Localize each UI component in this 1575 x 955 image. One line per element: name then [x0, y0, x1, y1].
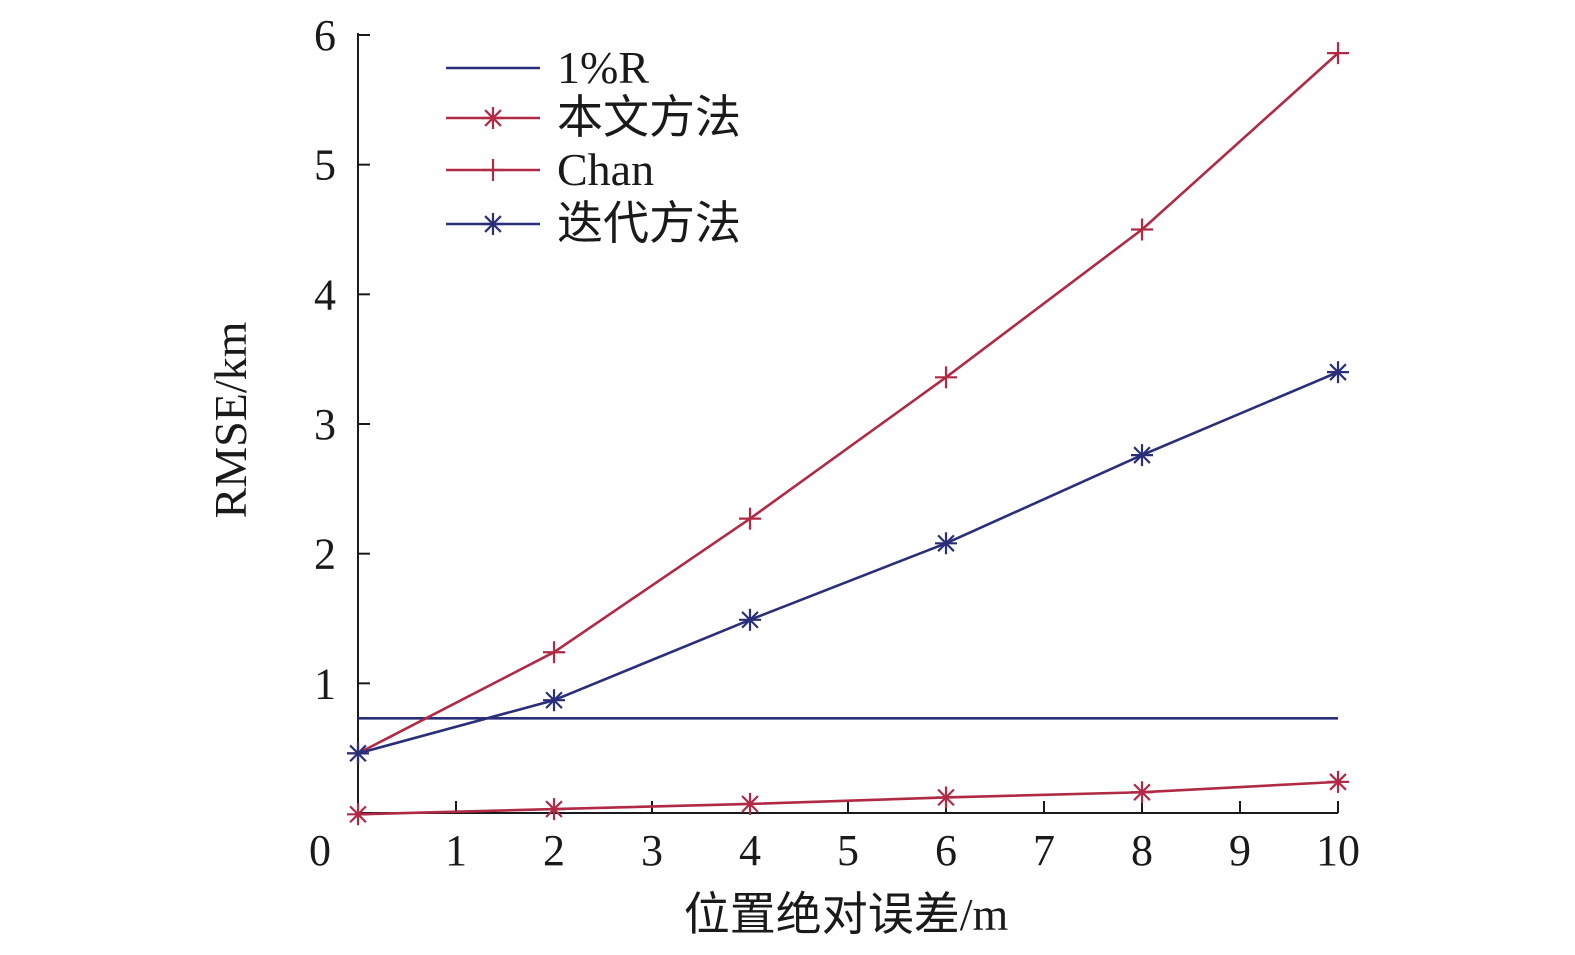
data-point: [739, 792, 761, 815]
legend-entry: 本文方法: [446, 92, 741, 143]
data-point: [1327, 361, 1349, 384]
series-line: [357, 370, 1339, 755]
y-tick-label: 1: [314, 659, 336, 708]
legend-label: 1%R: [557, 42, 649, 93]
series-3: [347, 361, 1349, 765]
data-point: [739, 608, 761, 631]
y-axis-ticks: 1 2 3 4 5 6: [314, 11, 370, 708]
y-tick-label: 4: [314, 270, 336, 319]
x-tick-label: 8: [1131, 826, 1153, 875]
y-axis-title: RMSE/km: [205, 321, 256, 518]
data-point: [543, 798, 565, 821]
data-point: [1131, 781, 1153, 804]
x-tick-label: 4: [739, 826, 761, 875]
data-point: [935, 786, 957, 809]
data-point: [739, 507, 761, 530]
y-tick-label: 5: [314, 141, 336, 190]
legend-entry: 迭代方法: [446, 198, 741, 249]
legend-label: 迭代方法: [557, 198, 741, 249]
x-tick-label: 5: [837, 826, 859, 875]
data-point: [543, 689, 565, 712]
series-line: [357, 780, 1339, 816]
data-point: [1327, 770, 1349, 793]
y-tick-label: 2: [314, 530, 336, 579]
x-tick-label: 2: [543, 826, 565, 875]
series-1: [347, 770, 1349, 826]
x-tick-label: 3: [641, 826, 663, 875]
legend-label: Chan: [557, 144, 654, 195]
y-tick-label: 3: [314, 400, 336, 449]
series-2: [347, 42, 1349, 765]
series-line: [357, 52, 1339, 755]
x-tick-label: 9: [1229, 826, 1251, 875]
x-tick-label: 1: [445, 826, 467, 875]
legend-marker: [482, 213, 504, 235]
legend-marker: [482, 159, 504, 181]
y-tick-label: 6: [314, 11, 336, 60]
x-axis-ticks: 0 1 2 3 4 5 6 7 8 9 10: [309, 801, 1360, 875]
data-point: [1131, 444, 1153, 467]
x-tick-label: 6: [935, 826, 957, 875]
legend-marker: [482, 107, 504, 129]
data-point: [543, 641, 565, 664]
data-point: [1131, 218, 1153, 241]
legend-entry: Chan: [446, 144, 654, 195]
legend-entry: 1%R: [446, 42, 649, 93]
data-point: [935, 532, 957, 555]
legend-label: 本文方法: [557, 92, 741, 143]
series-layer: [347, 42, 1349, 826]
x-tick-label: 10: [1316, 826, 1360, 875]
x-axis-title: 位置绝对误差/m: [684, 889, 1009, 940]
data-point: [935, 366, 957, 389]
x-tick-label: 0: [309, 826, 331, 875]
data-point: [1327, 42, 1349, 65]
x-tick-label: 7: [1033, 826, 1055, 875]
data-point: [347, 803, 369, 826]
axes: [357, 33, 1338, 814]
data-point: [347, 742, 369, 765]
